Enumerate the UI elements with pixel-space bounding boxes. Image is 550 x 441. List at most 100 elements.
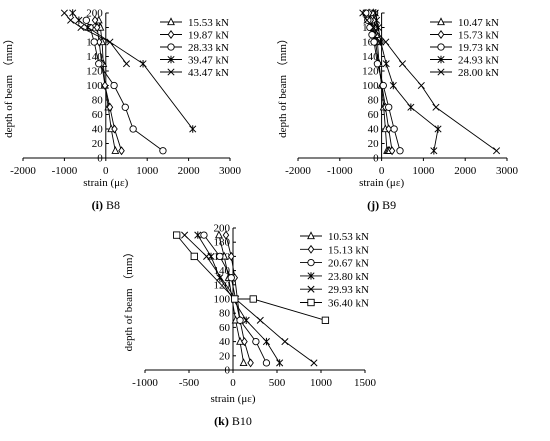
data-point: [110, 81, 118, 90]
data-point: [385, 124, 392, 134]
x-tick-label: 0: [379, 165, 385, 177]
y-tick-label: 60: [92, 109, 104, 121]
data-point: [106, 38, 114, 46]
data-point: [77, 23, 85, 32]
x-tick-label: 3000: [219, 165, 242, 177]
data-point: [382, 38, 390, 46]
legend-marker: [307, 258, 315, 267]
data-point: [377, 38, 385, 46]
legend-marker: [307, 244, 315, 254]
legend-label: 39.47 kN: [188, 55, 229, 67]
data-point: [368, 31, 376, 39]
data-point: [321, 316, 330, 324]
data-point: [370, 38, 378, 46]
x-tick-label: 3000: [496, 165, 519, 177]
chart-B8: -2000 -1000 0 1000 2000 3000 0 20 40 60 80 100 120 14…: [2, 8, 242, 213]
data-point: [227, 251, 235, 261]
legend-marker: [437, 30, 445, 39]
legend-label: 15.73 kN: [458, 30, 499, 42]
chart-B9: -2000 -1000 0 1000 2000 3000 0 20 40 60 80 100 120 14…: [276, 8, 519, 213]
series-19-87-kN: [91, 15, 125, 156]
x-tick-label: -1000: [52, 165, 78, 177]
legend-label: 15.13 kN: [328, 244, 369, 256]
x-tick-label: 2000: [454, 165, 477, 177]
data-point: [95, 60, 103, 68]
data-point: [374, 23, 382, 32]
x-tick-label: 1000: [310, 377, 333, 389]
x-tick-label: -1000: [327, 165, 353, 177]
y-tick-label: 140: [362, 51, 379, 63]
data-point: [111, 124, 118, 134]
y-tick-label: 60: [219, 322, 231, 334]
data-point: [432, 103, 440, 111]
data-point: [430, 147, 438, 155]
x-tick-label: 500: [269, 377, 286, 389]
x-axis-label: strain (με): [210, 393, 255, 405]
legend-marker: [437, 43, 445, 51]
legend-marker: [437, 68, 445, 76]
y-tick-label: 40: [92, 124, 104, 136]
y-tick-label: 80: [368, 95, 380, 107]
data-point: [231, 295, 239, 303]
data-point: [194, 231, 202, 239]
caption-letter: (k): [214, 414, 229, 428]
data-point: [236, 316, 244, 324]
y-tick-label: 20: [92, 138, 104, 150]
legend-marker: [167, 17, 175, 26]
data-point: [67, 16, 75, 24]
legend-label: 15.53 kN: [188, 17, 229, 29]
series-39-47-kN: [69, 9, 197, 133]
data-point: [366, 23, 374, 32]
legend-label: 28.00 kN: [458, 67, 499, 79]
legend-label: 20.67 kN: [328, 258, 369, 270]
data-point: [373, 60, 382, 68]
data-point: [106, 102, 114, 112]
caption: (k) B10: [214, 414, 252, 428]
legend-marker: [307, 272, 315, 280]
y-tick-label: 0: [373, 153, 379, 165]
data-point: [101, 81, 109, 90]
data-point: [382, 60, 390, 68]
x-axis-label: strain (με): [359, 177, 404, 189]
series-line: [365, 12, 401, 151]
data-point: [69, 9, 77, 17]
data-point: [398, 60, 407, 68]
data-point: [173, 231, 181, 239]
series-19-73-kN: [362, 9, 404, 155]
caption: (i) B8: [92, 198, 120, 212]
data-point: [122, 60, 131, 68]
data-point: [385, 103, 393, 111]
data-point: [276, 359, 284, 367]
data-point: [407, 103, 415, 111]
legend-marker: [437, 55, 445, 64]
caption-name: B8: [103, 198, 120, 212]
data-point: [75, 16, 83, 24]
legend-label: 36.40 kN: [328, 298, 369, 310]
y-tick-label: 200: [214, 223, 231, 235]
y-tick-label: 40: [219, 336, 231, 348]
caption-name: B9: [379, 198, 396, 212]
series-line: [176, 234, 326, 321]
data-point: [388, 146, 396, 156]
caption-letter: (i): [92, 198, 103, 212]
data-point: [111, 146, 120, 154]
data-point: [90, 38, 98, 46]
series-28-00-kN: [359, 9, 501, 155]
data-point: [262, 359, 271, 367]
series-line: [368, 12, 393, 151]
x-tick-label: 1000: [136, 165, 159, 177]
data-point: [417, 81, 425, 90]
legend-label: 29.93 kN: [328, 284, 369, 296]
legend-marker: [437, 17, 445, 26]
caption-name: B10: [229, 414, 252, 428]
y-tick-label: 0: [225, 365, 231, 377]
y-axis-label: depth of beam （mm）: [122, 247, 135, 352]
x-tick-label: 1000: [412, 165, 435, 177]
y-tick-label: 20: [219, 350, 231, 362]
legend-label: 19.73 kN: [458, 42, 499, 54]
data-point: [118, 146, 125, 156]
legend-label: 24.93 kN: [458, 55, 499, 67]
data-point: [256, 316, 264, 324]
data-point: [281, 338, 289, 346]
